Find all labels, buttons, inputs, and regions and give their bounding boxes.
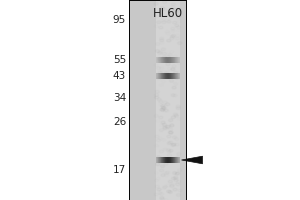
Bar bbox=[175, 58, 176, 62]
Bar bbox=[162, 58, 163, 62]
Bar bbox=[174, 58, 175, 62]
Bar bbox=[170, 73, 171, 79]
Text: 26: 26 bbox=[113, 117, 126, 127]
Bar bbox=[166, 73, 167, 79]
Bar bbox=[165, 73, 166, 79]
Bar bbox=[163, 58, 164, 62]
Bar bbox=[164, 157, 165, 163]
Bar bbox=[167, 58, 168, 62]
Bar bbox=[160, 157, 161, 163]
Bar bbox=[170, 157, 171, 163]
Bar bbox=[156, 0, 180, 200]
Bar bbox=[168, 58, 169, 62]
Bar bbox=[129, 0, 186, 200]
Text: 95: 95 bbox=[113, 15, 126, 25]
Bar bbox=[157, 157, 158, 163]
Bar bbox=[165, 58, 166, 62]
Bar bbox=[166, 157, 167, 163]
Bar bbox=[157, 73, 158, 79]
Bar bbox=[172, 58, 173, 62]
Bar bbox=[175, 73, 176, 79]
Bar bbox=[171, 73, 172, 79]
Polygon shape bbox=[182, 156, 203, 164]
Bar bbox=[169, 157, 170, 163]
Bar bbox=[159, 58, 160, 62]
Bar bbox=[157, 58, 158, 62]
Bar bbox=[173, 157, 174, 163]
Bar bbox=[163, 157, 164, 163]
Bar bbox=[158, 73, 159, 79]
Bar bbox=[168, 73, 169, 79]
Bar bbox=[162, 73, 163, 79]
Bar bbox=[176, 58, 177, 62]
Bar bbox=[159, 157, 160, 163]
Bar bbox=[160, 73, 161, 79]
Bar bbox=[158, 58, 159, 62]
Bar bbox=[164, 58, 165, 62]
Text: 43: 43 bbox=[113, 71, 126, 81]
Bar bbox=[167, 73, 168, 79]
Bar bbox=[173, 58, 174, 62]
Bar bbox=[177, 157, 178, 163]
Bar bbox=[171, 157, 172, 163]
Bar bbox=[158, 157, 159, 163]
Bar bbox=[178, 58, 179, 62]
Bar bbox=[156, 157, 157, 163]
Bar bbox=[160, 58, 161, 62]
Bar bbox=[169, 73, 170, 79]
Bar bbox=[174, 157, 175, 163]
Bar bbox=[176, 157, 177, 163]
Bar bbox=[160, 73, 161, 79]
Bar bbox=[165, 157, 166, 163]
Bar bbox=[163, 73, 164, 79]
Bar bbox=[176, 73, 177, 79]
Bar bbox=[177, 58, 178, 62]
Bar bbox=[178, 157, 179, 163]
Bar bbox=[169, 58, 170, 62]
Bar bbox=[179, 157, 180, 163]
Bar bbox=[177, 73, 178, 79]
Bar bbox=[164, 73, 165, 79]
Bar bbox=[161, 157, 162, 163]
Bar bbox=[159, 73, 160, 79]
Bar bbox=[161, 73, 162, 79]
Bar bbox=[162, 157, 163, 163]
Bar bbox=[175, 157, 176, 163]
Bar bbox=[166, 58, 167, 62]
Bar bbox=[156, 58, 157, 62]
Bar bbox=[156, 73, 157, 79]
Text: HL60: HL60 bbox=[153, 7, 183, 20]
Bar bbox=[174, 73, 175, 79]
Bar bbox=[178, 73, 179, 79]
Bar bbox=[169, 73, 170, 79]
Bar bbox=[172, 157, 173, 163]
Text: 34: 34 bbox=[113, 93, 126, 103]
Bar bbox=[168, 157, 169, 163]
Text: 55: 55 bbox=[113, 55, 126, 65]
Bar bbox=[169, 58, 170, 62]
Bar bbox=[161, 58, 162, 62]
Bar bbox=[171, 58, 172, 62]
Bar bbox=[173, 73, 174, 79]
Bar bbox=[169, 157, 170, 163]
Bar bbox=[179, 58, 180, 62]
Bar bbox=[172, 73, 173, 79]
Bar bbox=[160, 157, 161, 163]
Bar bbox=[179, 73, 180, 79]
Bar bbox=[160, 58, 161, 62]
Bar bbox=[170, 58, 171, 62]
Text: 17: 17 bbox=[113, 165, 126, 175]
Bar bbox=[167, 157, 168, 163]
